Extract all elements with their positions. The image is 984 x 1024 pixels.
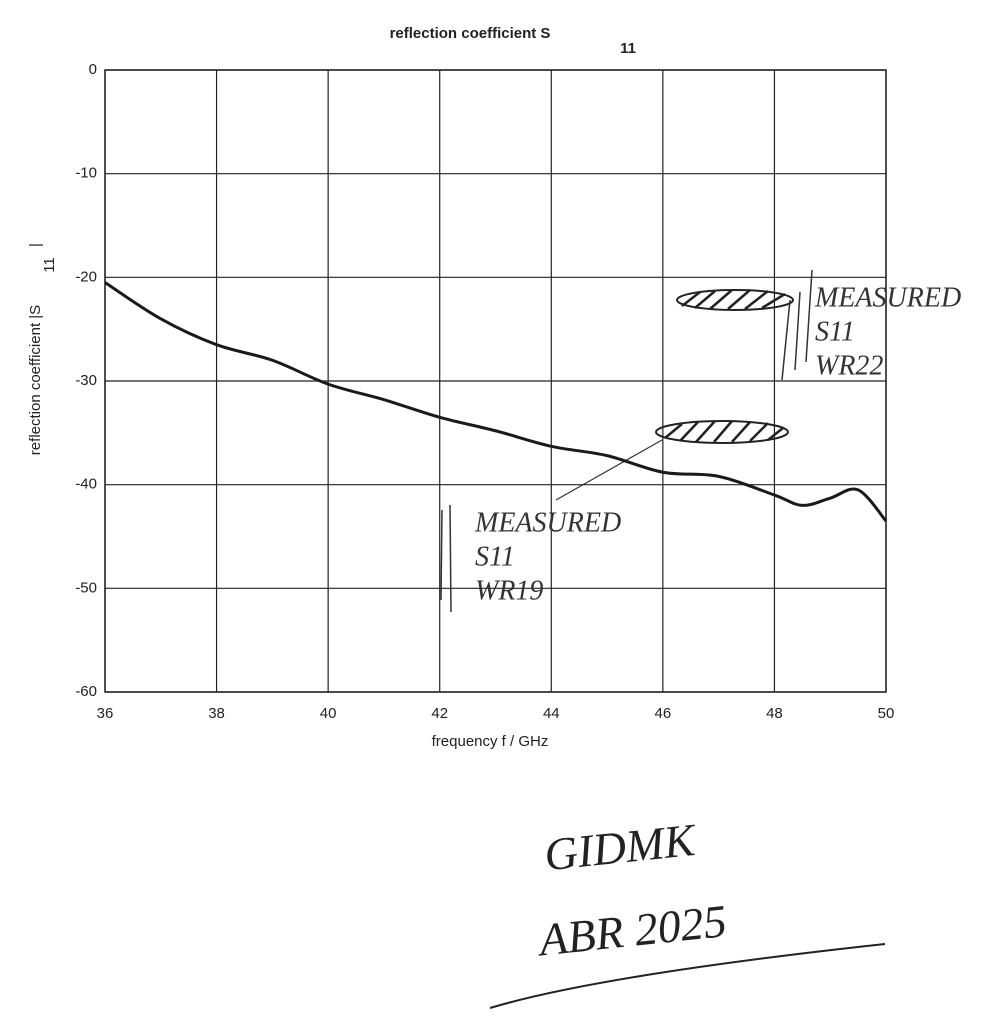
signature-underline xyxy=(489,943,886,1009)
hatch-ellipse xyxy=(655,420,789,444)
y-tick-label: -40 xyxy=(75,476,97,493)
hatch xyxy=(681,289,786,310)
plot-frame xyxy=(104,69,887,693)
y-axis-label: reflection coefficient |S xyxy=(27,305,44,455)
y-axis-label-group: reflection coefficient |S 11 | xyxy=(27,243,58,455)
bracket xyxy=(440,504,452,613)
y-tick-label: -60 xyxy=(75,683,97,700)
x-tick-label: 46 xyxy=(655,705,672,722)
annotation: WR22 xyxy=(815,350,883,381)
x-axis-label: frequency f / GHz xyxy=(432,733,549,750)
y-axis-label-subscript: 11 xyxy=(41,257,58,273)
y-tick-label: -10 xyxy=(75,165,97,182)
y-axis-label-end: | xyxy=(27,243,44,247)
data-line xyxy=(104,281,888,522)
x-tick-label: 48 xyxy=(766,705,783,722)
y-tick-label: -20 xyxy=(75,268,97,285)
x-tick-label: 36 xyxy=(97,705,114,722)
hatch-ellipse xyxy=(676,289,794,311)
y-tick-label: -50 xyxy=(75,579,97,596)
annotation: WR19 xyxy=(475,575,543,606)
chart-title-subscript: 11 xyxy=(620,40,636,57)
y-tick-label: 0 xyxy=(89,61,97,78)
x-tick-label: 38 xyxy=(208,705,225,722)
x-tick-label: 44 xyxy=(543,705,560,722)
annotation: MEASURED xyxy=(474,507,621,538)
leader-line xyxy=(555,439,663,501)
annotation: S11 xyxy=(815,316,855,347)
chart-title: reflection coefficient S xyxy=(390,25,551,42)
annotation: S11 xyxy=(475,541,515,572)
annotation: MEASURED xyxy=(814,282,961,313)
y-tick-label: -30 xyxy=(75,372,97,389)
x-tick-label: 50 xyxy=(878,705,895,722)
x-tick-label: 42 xyxy=(431,705,448,722)
hatch xyxy=(664,420,784,443)
bracket xyxy=(781,269,813,381)
x-tick-label: 40 xyxy=(320,705,337,722)
